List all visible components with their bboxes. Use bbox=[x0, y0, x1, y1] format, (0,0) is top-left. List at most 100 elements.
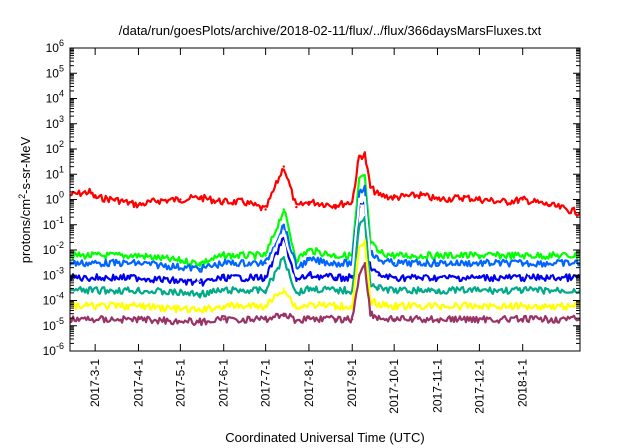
series-1-point bbox=[113, 198, 116, 201]
series-4-point bbox=[393, 276, 396, 279]
series-2-point bbox=[198, 262, 202, 265]
series-line-3 bbox=[70, 184, 580, 273]
series-5-point bbox=[307, 287, 311, 290]
series-8-point bbox=[521, 269, 524, 272]
series-7-point bbox=[358, 274, 361, 277]
series-3-point bbox=[137, 262, 140, 265]
y-tick-base: 10 bbox=[43, 268, 57, 282]
y-tick-label: 10-5 bbox=[43, 316, 64, 333]
series-1-point bbox=[521, 198, 524, 201]
series-7-point bbox=[369, 312, 372, 315]
x-axis-label: Coordinated Universal Time (UTC) bbox=[225, 430, 424, 445]
series-8-point bbox=[198, 275, 202, 278]
series-3-point bbox=[282, 223, 285, 226]
series-2-point bbox=[307, 248, 311, 252]
series-8-point bbox=[369, 258, 372, 262]
series-7-point bbox=[334, 318, 337, 321]
series-4-point bbox=[198, 281, 202, 285]
series-3-point bbox=[334, 262, 337, 265]
series-5-point bbox=[521, 289, 524, 292]
series-1-point bbox=[179, 198, 182, 201]
series-6-point bbox=[137, 304, 140, 308]
y-tick-base: 10 bbox=[46, 41, 60, 55]
series-7-point bbox=[393, 318, 396, 321]
y-tick-label: 10-4 bbox=[43, 291, 64, 308]
series-1-point bbox=[282, 165, 285, 168]
y-tick-base: 10 bbox=[43, 243, 57, 257]
series-line-7 bbox=[70, 263, 580, 327]
series-2-point bbox=[222, 254, 225, 257]
series-3-point bbox=[264, 262, 267, 265]
y-tick-exp: 6 bbox=[59, 38, 64, 48]
y-tick-base: 10 bbox=[46, 92, 60, 106]
y-tick-label: 100 bbox=[46, 190, 64, 207]
x-tick-label: 2018-1-1 bbox=[516, 359, 530, 407]
series-4-point bbox=[436, 276, 439, 279]
series-5-point bbox=[282, 256, 285, 259]
series-4-point bbox=[334, 276, 337, 279]
series-6-point bbox=[307, 303, 311, 306]
series-8-point bbox=[393, 269, 396, 272]
series-8-point bbox=[137, 269, 140, 272]
series-7-point bbox=[295, 319, 298, 322]
series-5-point bbox=[222, 289, 225, 292]
series-5-point bbox=[363, 219, 366, 222]
y-axis-label-rest: -s-sr-MeV bbox=[18, 136, 33, 193]
y-tick-exp: 1 bbox=[59, 164, 64, 174]
series-line-5 bbox=[70, 216, 580, 299]
series-1-point bbox=[88, 190, 91, 194]
series-1-point bbox=[363, 153, 366, 156]
series-7-point bbox=[436, 318, 439, 321]
series-8-point bbox=[363, 196, 366, 199]
y-tick-base: 10 bbox=[43, 218, 57, 232]
series-2-point bbox=[264, 254, 267, 257]
series-6-point bbox=[521, 304, 524, 308]
series-line-4 bbox=[70, 199, 580, 287]
series-4-point bbox=[478, 276, 481, 279]
series-2-point bbox=[363, 175, 366, 178]
x-axis: 2017-3-1 2017-4-1 2017-5-1 2017-6-1 2017-7-1… bbox=[88, 48, 530, 414]
series-4-point bbox=[137, 276, 140, 279]
series-1-point bbox=[295, 205, 298, 209]
series-6-point bbox=[436, 304, 439, 308]
series-1-point bbox=[377, 193, 380, 197]
y-tick-label: 104 bbox=[46, 89, 64, 106]
x-tick-label: 2017-10-1 bbox=[387, 359, 401, 414]
series-line-6 bbox=[70, 239, 580, 314]
y-tick-exp: 5 bbox=[59, 63, 64, 73]
y-tick-exp: 3 bbox=[59, 114, 64, 124]
series-1-point bbox=[137, 203, 140, 207]
y-axis-label: protons/cm2-s-sr-MeV bbox=[17, 136, 33, 263]
series-2-point bbox=[358, 178, 361, 182]
series-6-point bbox=[478, 304, 481, 308]
series-8-point bbox=[358, 200, 361, 204]
series-6-point bbox=[295, 306, 298, 310]
y-tick-label: 106 bbox=[46, 38, 64, 55]
y-tick-label: 102 bbox=[46, 139, 64, 156]
series-6-point bbox=[222, 304, 225, 308]
y-tick-base: 10 bbox=[46, 167, 60, 181]
series-1-point bbox=[462, 196, 466, 199]
series-4-point bbox=[377, 274, 380, 277]
series-5-point bbox=[137, 289, 140, 292]
series-7-point bbox=[377, 316, 380, 320]
y-tick-exp: -1 bbox=[56, 215, 64, 225]
x-tick-label: 2017-8-1 bbox=[302, 359, 316, 407]
series-6-point bbox=[198, 309, 202, 312]
y-axis: 10-610-510-410-310-210-11001011021031041… bbox=[43, 38, 580, 358]
y-tick-base: 10 bbox=[43, 344, 57, 358]
series-line-8 bbox=[70, 196, 580, 281]
series-4-point bbox=[222, 276, 225, 279]
series-3-point bbox=[295, 266, 298, 269]
series-1-point bbox=[198, 196, 202, 199]
y-tick-label: 105 bbox=[46, 63, 64, 80]
series-1-point bbox=[548, 203, 551, 207]
series-5-point bbox=[198, 292, 202, 296]
y-tick-base: 10 bbox=[46, 66, 60, 80]
series-7-point bbox=[264, 318, 267, 321]
series-1-point bbox=[334, 203, 337, 207]
series-5-point bbox=[436, 289, 439, 292]
chart-title: /data/run/goesPlots/archive/2018-02-11/f… bbox=[119, 23, 542, 38]
series-7-point bbox=[198, 320, 202, 324]
series-8-point bbox=[264, 269, 267, 272]
